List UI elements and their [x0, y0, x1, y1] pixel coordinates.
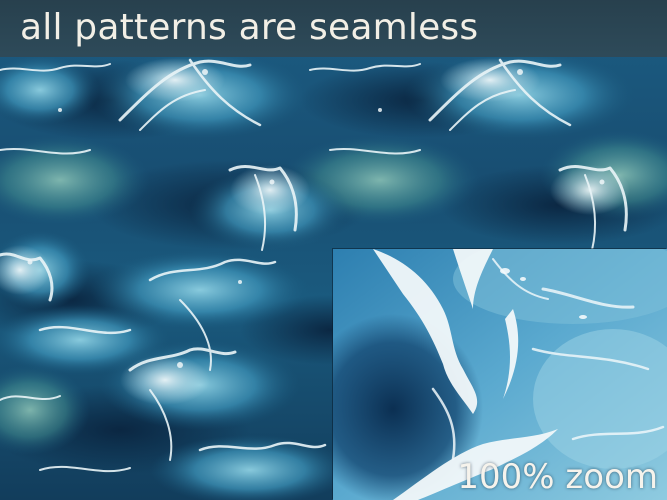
title-banner: all patterns are seamless — [0, 0, 667, 57]
banner-title: all patterns are seamless — [20, 7, 479, 48]
zoomed-pattern-detail — [333, 249, 667, 500]
zoom-level-label: 100% zoom — [457, 457, 658, 497]
zoom-inset: 100% zoom — [333, 249, 667, 500]
